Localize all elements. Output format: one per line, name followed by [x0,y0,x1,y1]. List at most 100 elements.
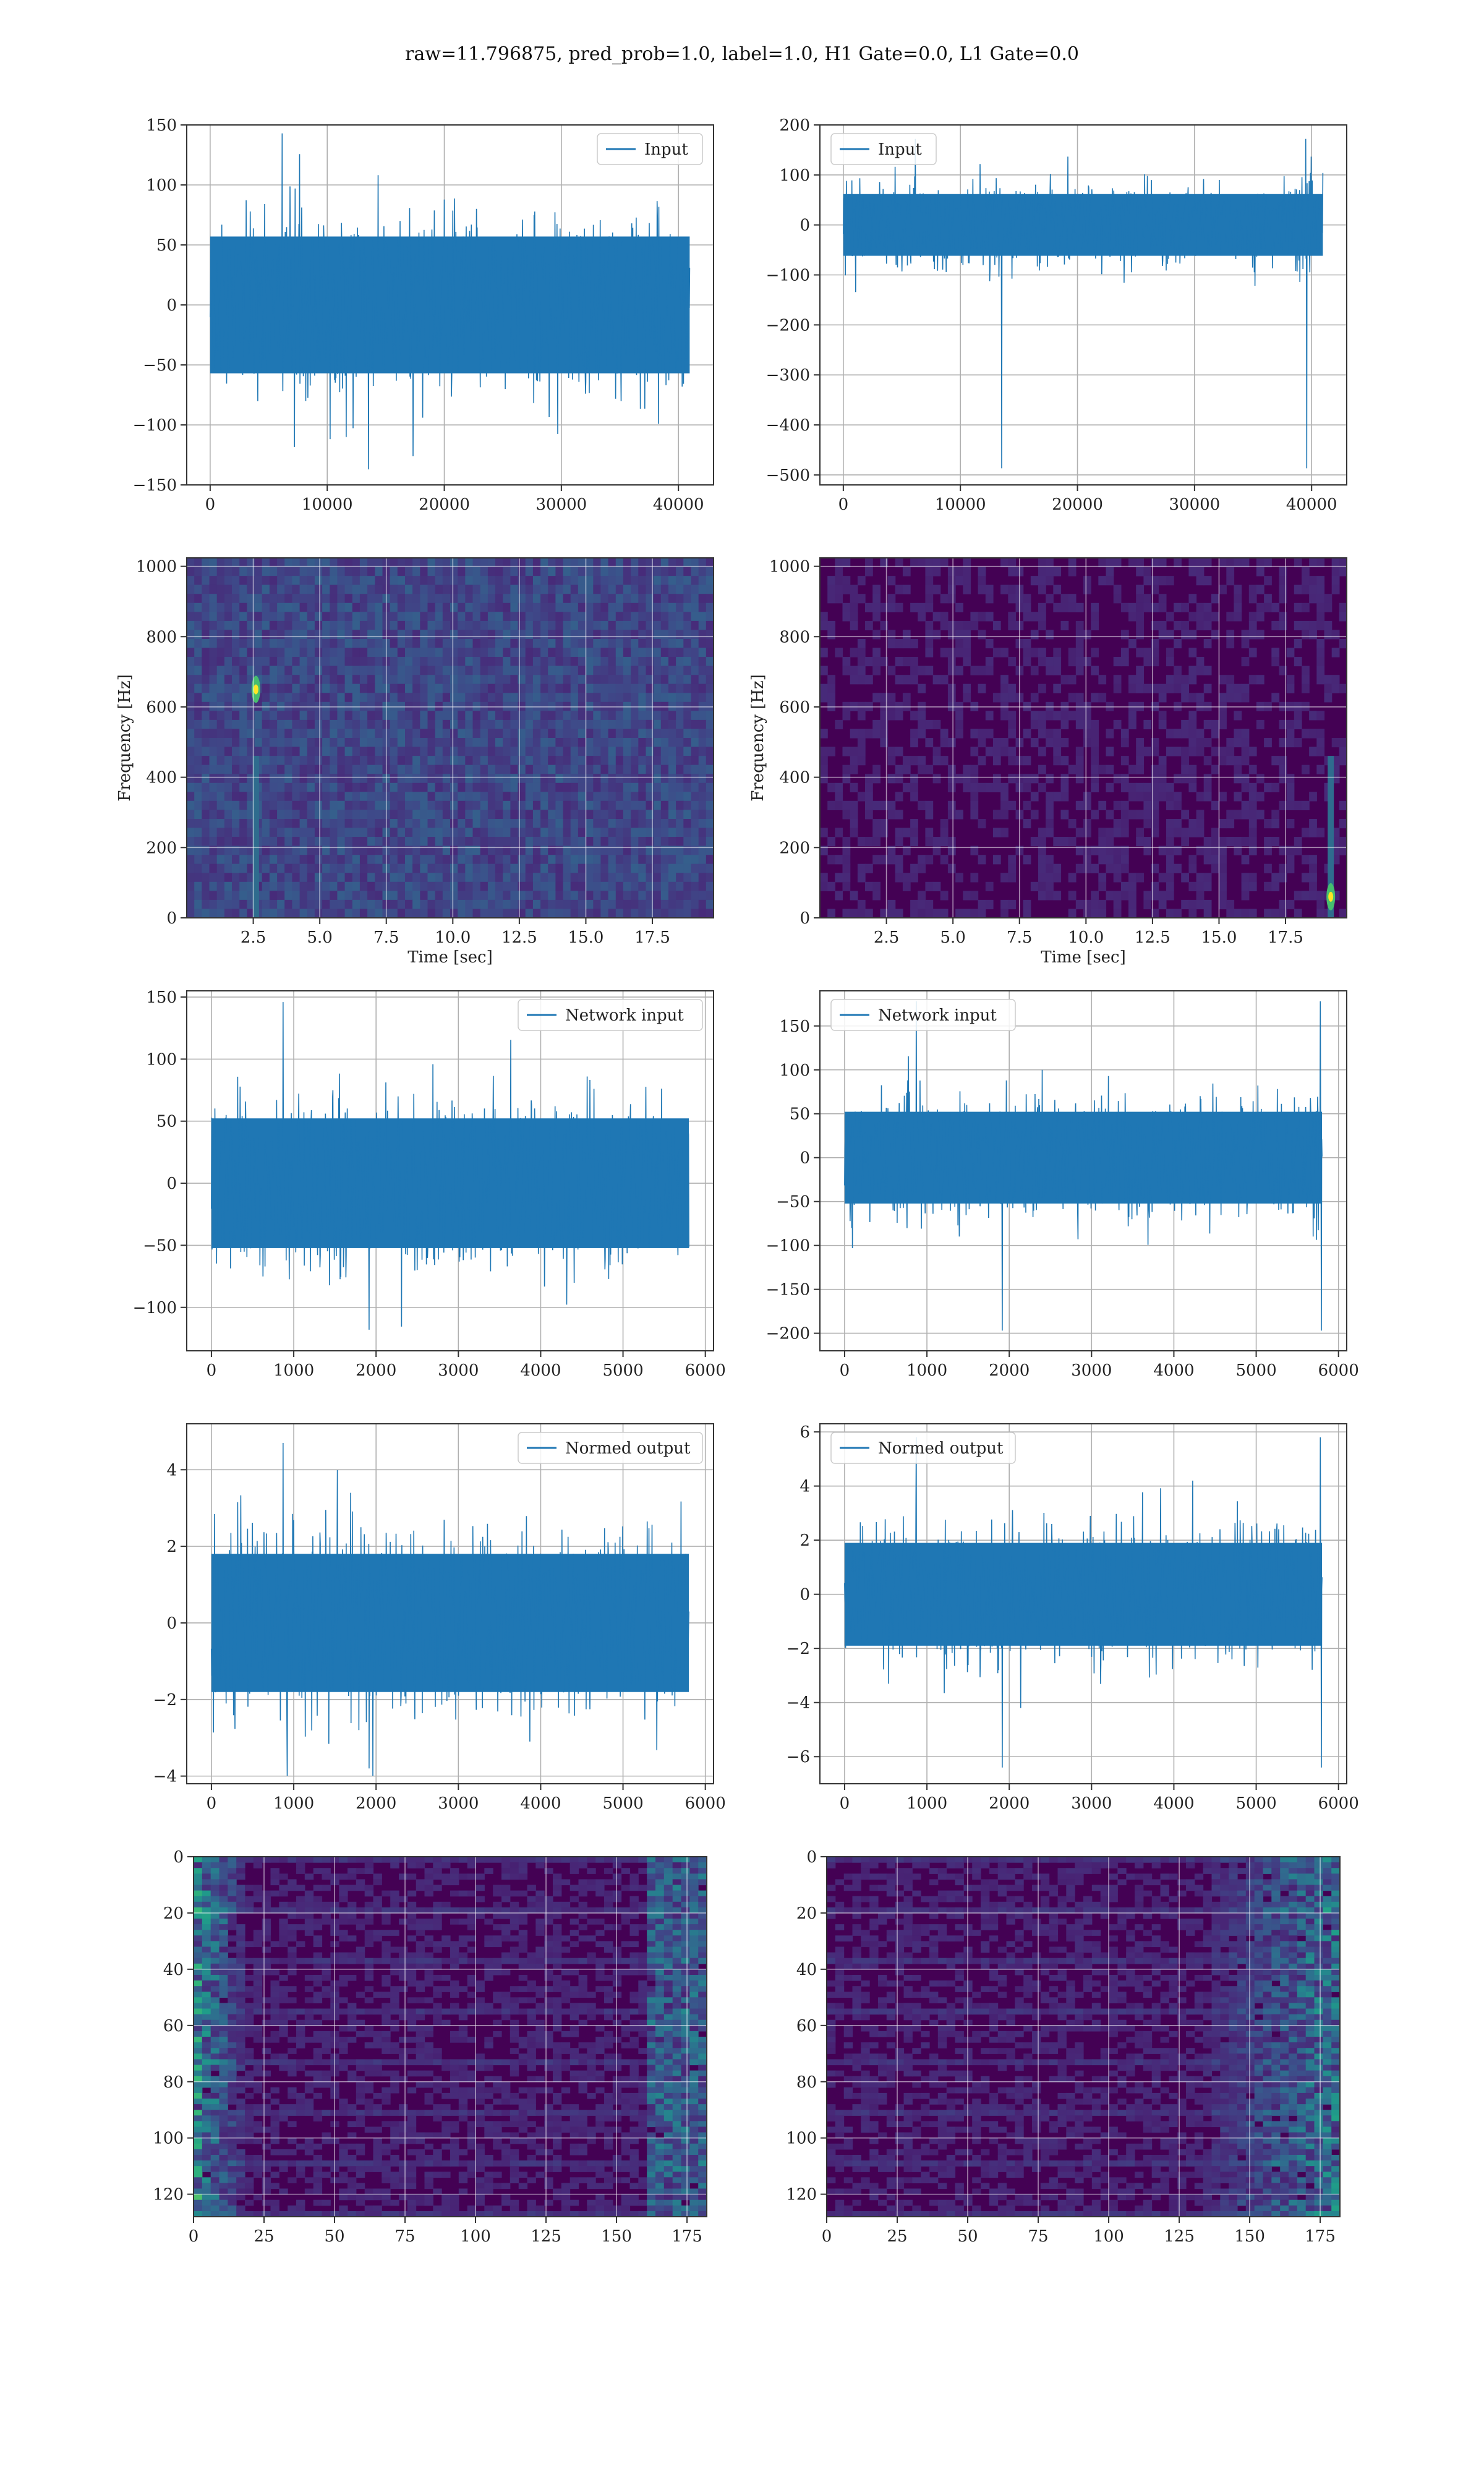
heatmap-cell [668,837,676,847]
heatmap-cell [480,873,488,883]
heatmap-cell [1181,747,1189,756]
heatmap-cell [563,873,571,883]
heatmap-cell [902,567,911,576]
heatmap-cell [660,558,669,568]
heatmap-cell [600,774,609,784]
heatmap-cell [435,639,443,649]
heatmap-cell [284,782,292,792]
heatmap-cell [397,675,406,685]
heatmap-cell [518,594,526,604]
heatmap-cell [629,1857,639,1863]
heatmap-cell [548,576,556,586]
heatmap-cell [1151,584,1159,594]
heatmap-cell [495,837,503,847]
heatmap-cell [683,855,692,865]
heatmap-cell [623,711,631,721]
heatmap-cell [593,774,602,784]
heatmap-cell [1294,602,1302,612]
heatmap-cell [433,1924,442,1930]
heatmap-cell [1060,620,1069,631]
heatmap-cell [970,764,979,774]
heatmap-cell [420,792,429,802]
heatmap-cell [820,774,828,784]
heatmap-cell [420,630,429,640]
heatmap-cell [676,620,684,631]
heatmap-cell [412,584,420,594]
heatmap-cell [629,1879,639,1886]
heatmap-cell [850,756,858,766]
heatmap-cell [578,693,586,703]
y-tick-label: 0 [166,296,177,315]
heatmap-cell [330,666,338,675]
heatmap-cell [1091,666,1099,675]
heatmap-cell [1256,558,1264,568]
x-tick-label: 15.0 [568,928,604,947]
heatmap-cell [239,558,247,568]
heatmap-cell [435,558,443,568]
heatmap-cell [405,612,413,622]
heatmap-cell [269,657,278,667]
heatmap-cell [1075,620,1084,631]
heatmap-cell [458,800,466,810]
heatmap-cell [629,1924,639,1930]
heatmap-cell [835,800,843,810]
heatmap-cell [1113,657,1122,667]
heatmap-cell [299,711,308,721]
heatmap-cell [676,764,684,774]
heatmap-cell [532,639,541,649]
heatmap-cell [698,1868,707,1874]
heatmap-cell [615,648,624,657]
heatmap-cell [1324,620,1333,631]
heatmap-cell [397,612,406,622]
heatmap-cell [925,567,934,576]
heatmap-cell [1271,810,1280,820]
heatmap-cell [970,845,979,855]
heatmap-cell [623,819,631,829]
heatmap-cell [1151,764,1159,774]
heatmap-cell [307,837,315,847]
heatmap-cell [932,909,941,918]
heatmap-cell [1083,657,1091,667]
heatmap-cell [1294,711,1302,721]
heatmap-cell [608,584,616,594]
heatmap-cell [555,630,564,640]
heatmap-cell [902,881,911,891]
heatmap-cell [375,855,383,865]
heatmap-cell [947,584,956,594]
heatmap-cell [314,909,323,918]
heatmap-cell [570,837,579,847]
heatmap-cell [1196,602,1205,612]
heatmap-cell [224,855,232,865]
heatmap-cell [1023,648,1031,657]
heatmap-cell [405,729,413,738]
heatmap-cell [364,1885,374,1891]
heatmap-cell [540,683,548,693]
heatmap-cell [330,881,338,891]
heatmap-cell [706,683,714,693]
heatmap-cell [1331,648,1340,657]
heatmap-cell [216,747,225,756]
x-tick-label: 6000 [685,1361,726,1380]
heatmap-cell [397,567,406,576]
heatmap-cell [348,1885,357,1891]
heatmap-cell [691,764,699,774]
heatmap-cell [397,764,406,774]
heatmap-cell [224,891,232,901]
heatmap-cell [1000,675,1009,685]
heatmap-cell [689,1885,699,1891]
heatmap-cell [458,845,466,855]
heatmap-cell [1241,855,1250,865]
heatmap-cell [623,863,631,873]
heatmap-cell [1151,792,1159,802]
heatmap-cell [553,1873,562,1880]
heatmap-cell [940,756,949,766]
heatmap-cell [435,594,443,604]
heatmap-cell [1151,800,1159,810]
heatmap-cell [1248,584,1257,594]
heatmap-cell [202,576,210,586]
heatmap-cell [518,1873,528,1880]
heatmap-cell [1106,855,1114,865]
heatmap-cell [202,1862,211,1868]
heatmap-cell [209,837,218,847]
